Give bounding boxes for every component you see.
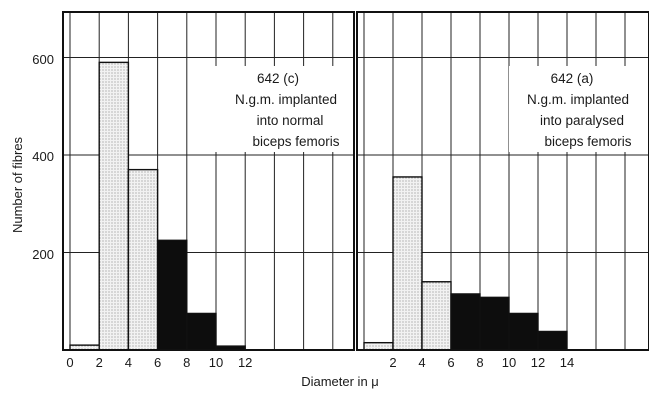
annotation-line: N.g.m. implanted <box>235 92 337 107</box>
x-tick-label: 2 <box>96 355 103 370</box>
annotation-line: into normal <box>257 113 324 128</box>
histogram-bar <box>508 312 539 351</box>
x-tick-label: 8 <box>476 355 483 370</box>
histogram-bar <box>537 330 568 351</box>
x-ticks-layer: 0 2 4 6 8 10 12 2 4 6 8 10 12 14 <box>66 355 574 370</box>
x-tick-label: 14 <box>560 355 574 370</box>
histogram-bar <box>98 61 130 351</box>
histogram-bar <box>127 168 159 351</box>
panel-left-frame <box>62 11 355 351</box>
x-tick-label: 4 <box>125 355 132 370</box>
y-tick-label: 600 <box>32 52 54 67</box>
panel-right-annotation: 642 (a) N.g.m. implanted into paralysed … <box>509 66 649 152</box>
x-tick-label: 12 <box>531 355 545 370</box>
histogram-bar <box>392 176 423 351</box>
panel-right-frame <box>356 11 649 351</box>
x-tick-label: 8 <box>183 355 190 370</box>
x-tick-label: 4 <box>418 355 425 370</box>
annotation-line: biceps femoris <box>252 134 339 149</box>
x-tick-label: 10 <box>502 355 516 370</box>
y-axis-title: Number of fibres <box>10 136 25 233</box>
panel-left-annotation: 642 (c) N.g.m. implanted into normal bic… <box>213 66 353 152</box>
histogram-bar <box>363 341 394 351</box>
annotation-line: 642 (c) <box>257 71 299 86</box>
x-tick-label: 0 <box>66 355 73 370</box>
x-axis-title: Diameter in μ <box>301 374 379 389</box>
x-tick-label: 10 <box>209 355 223 370</box>
x-tick-label: 6 <box>154 355 161 370</box>
annotation-line: into paralysed <box>540 113 624 128</box>
bars-layer <box>69 61 568 351</box>
x-tick-label: 2 <box>389 355 396 370</box>
annotation-line: 642 (a) <box>551 71 594 86</box>
x-tick-label: 6 <box>447 355 454 370</box>
histogram-bar <box>450 293 481 351</box>
y-tick-label: 200 <box>32 247 54 262</box>
histogram-bar <box>479 296 510 351</box>
histogram-bar <box>156 239 188 351</box>
histogram-bar <box>186 312 217 351</box>
annotation-line: biceps femoris <box>544 134 631 149</box>
y-tick-label: 400 <box>32 149 54 164</box>
histogram-bar <box>421 281 452 351</box>
x-tick-label: 12 <box>238 355 252 370</box>
annotation-line: N.g.m. implanted <box>527 92 629 107</box>
